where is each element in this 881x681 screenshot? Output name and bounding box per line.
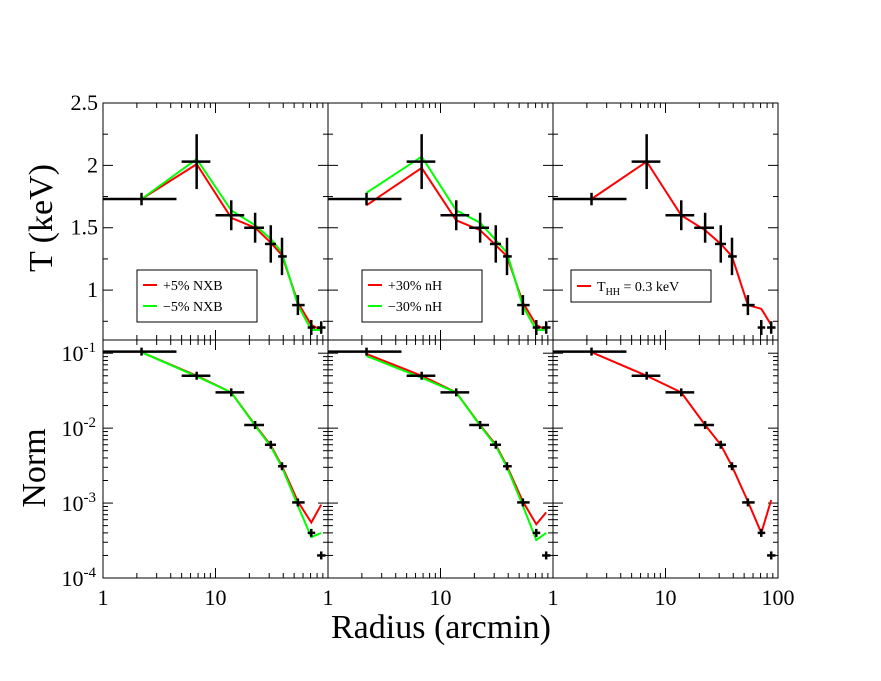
plot-area <box>328 134 551 336</box>
x-tick-label: 1 <box>548 585 559 610</box>
y-tick-label: 2 <box>87 152 98 177</box>
panel-bottom-right: 1 10 100 <box>548 339 795 610</box>
y-axis-title-top: T (keV) <box>23 164 60 272</box>
legend-box <box>136 269 258 323</box>
y-tick-label: 2.5 <box>71 90 99 115</box>
legend-label: THH = 0.3 keV <box>597 280 679 298</box>
legend-label: +30% nH <box>388 279 442 294</box>
panel-bottom-middle: 1 10 <box>323 339 554 610</box>
y-tick-label: 10-1 <box>62 340 97 366</box>
y-axis-title-bottom: Norm <box>16 428 53 507</box>
legend-label: +5% NXB <box>163 279 223 294</box>
plot-area <box>328 347 551 560</box>
y-tick-label: 1 <box>87 277 98 302</box>
legend-box <box>570 269 712 303</box>
x-tick-label: 10 <box>205 585 227 610</box>
x-tick-label: 1 <box>323 585 334 610</box>
x-tick-label: 100 <box>762 585 795 610</box>
legend-label: −5% NXB <box>163 300 223 315</box>
plot-area <box>553 347 776 560</box>
y-tick-label: 10-3 <box>62 490 97 516</box>
x-axis-title: Radius (arcmin) <box>331 609 551 646</box>
panel-top-middle: +30% nH −30% nH <box>327 102 554 341</box>
panel-top-right: THH = 0.3 keV <box>552 102 779 341</box>
plot-area <box>103 134 326 336</box>
legend-label: −30% nH <box>388 300 442 315</box>
panel-bottom-left: 1 10 10-1 10-2 10-3 10-4 <box>62 339 329 610</box>
y-tick-label: 10-4 <box>62 565 97 591</box>
y-tick-label: 1.5 <box>71 215 99 240</box>
x-tick-label: 10 <box>430 585 452 610</box>
plot-area <box>553 134 776 336</box>
x-tick-label: 1 <box>98 585 109 610</box>
y-tick-label: 10-2 <box>62 415 97 441</box>
legend-box <box>361 269 483 323</box>
plot-area <box>103 347 326 560</box>
x-tick-label: 10 <box>655 585 677 610</box>
panels: 1 1.5 2 2.5 +5% NXB −5% NXB +30% nH −30% nH THH … <box>62 90 795 610</box>
panel-top-left: 1 1.5 2 2.5 +5% NXB −5% NXB <box>71 90 329 341</box>
